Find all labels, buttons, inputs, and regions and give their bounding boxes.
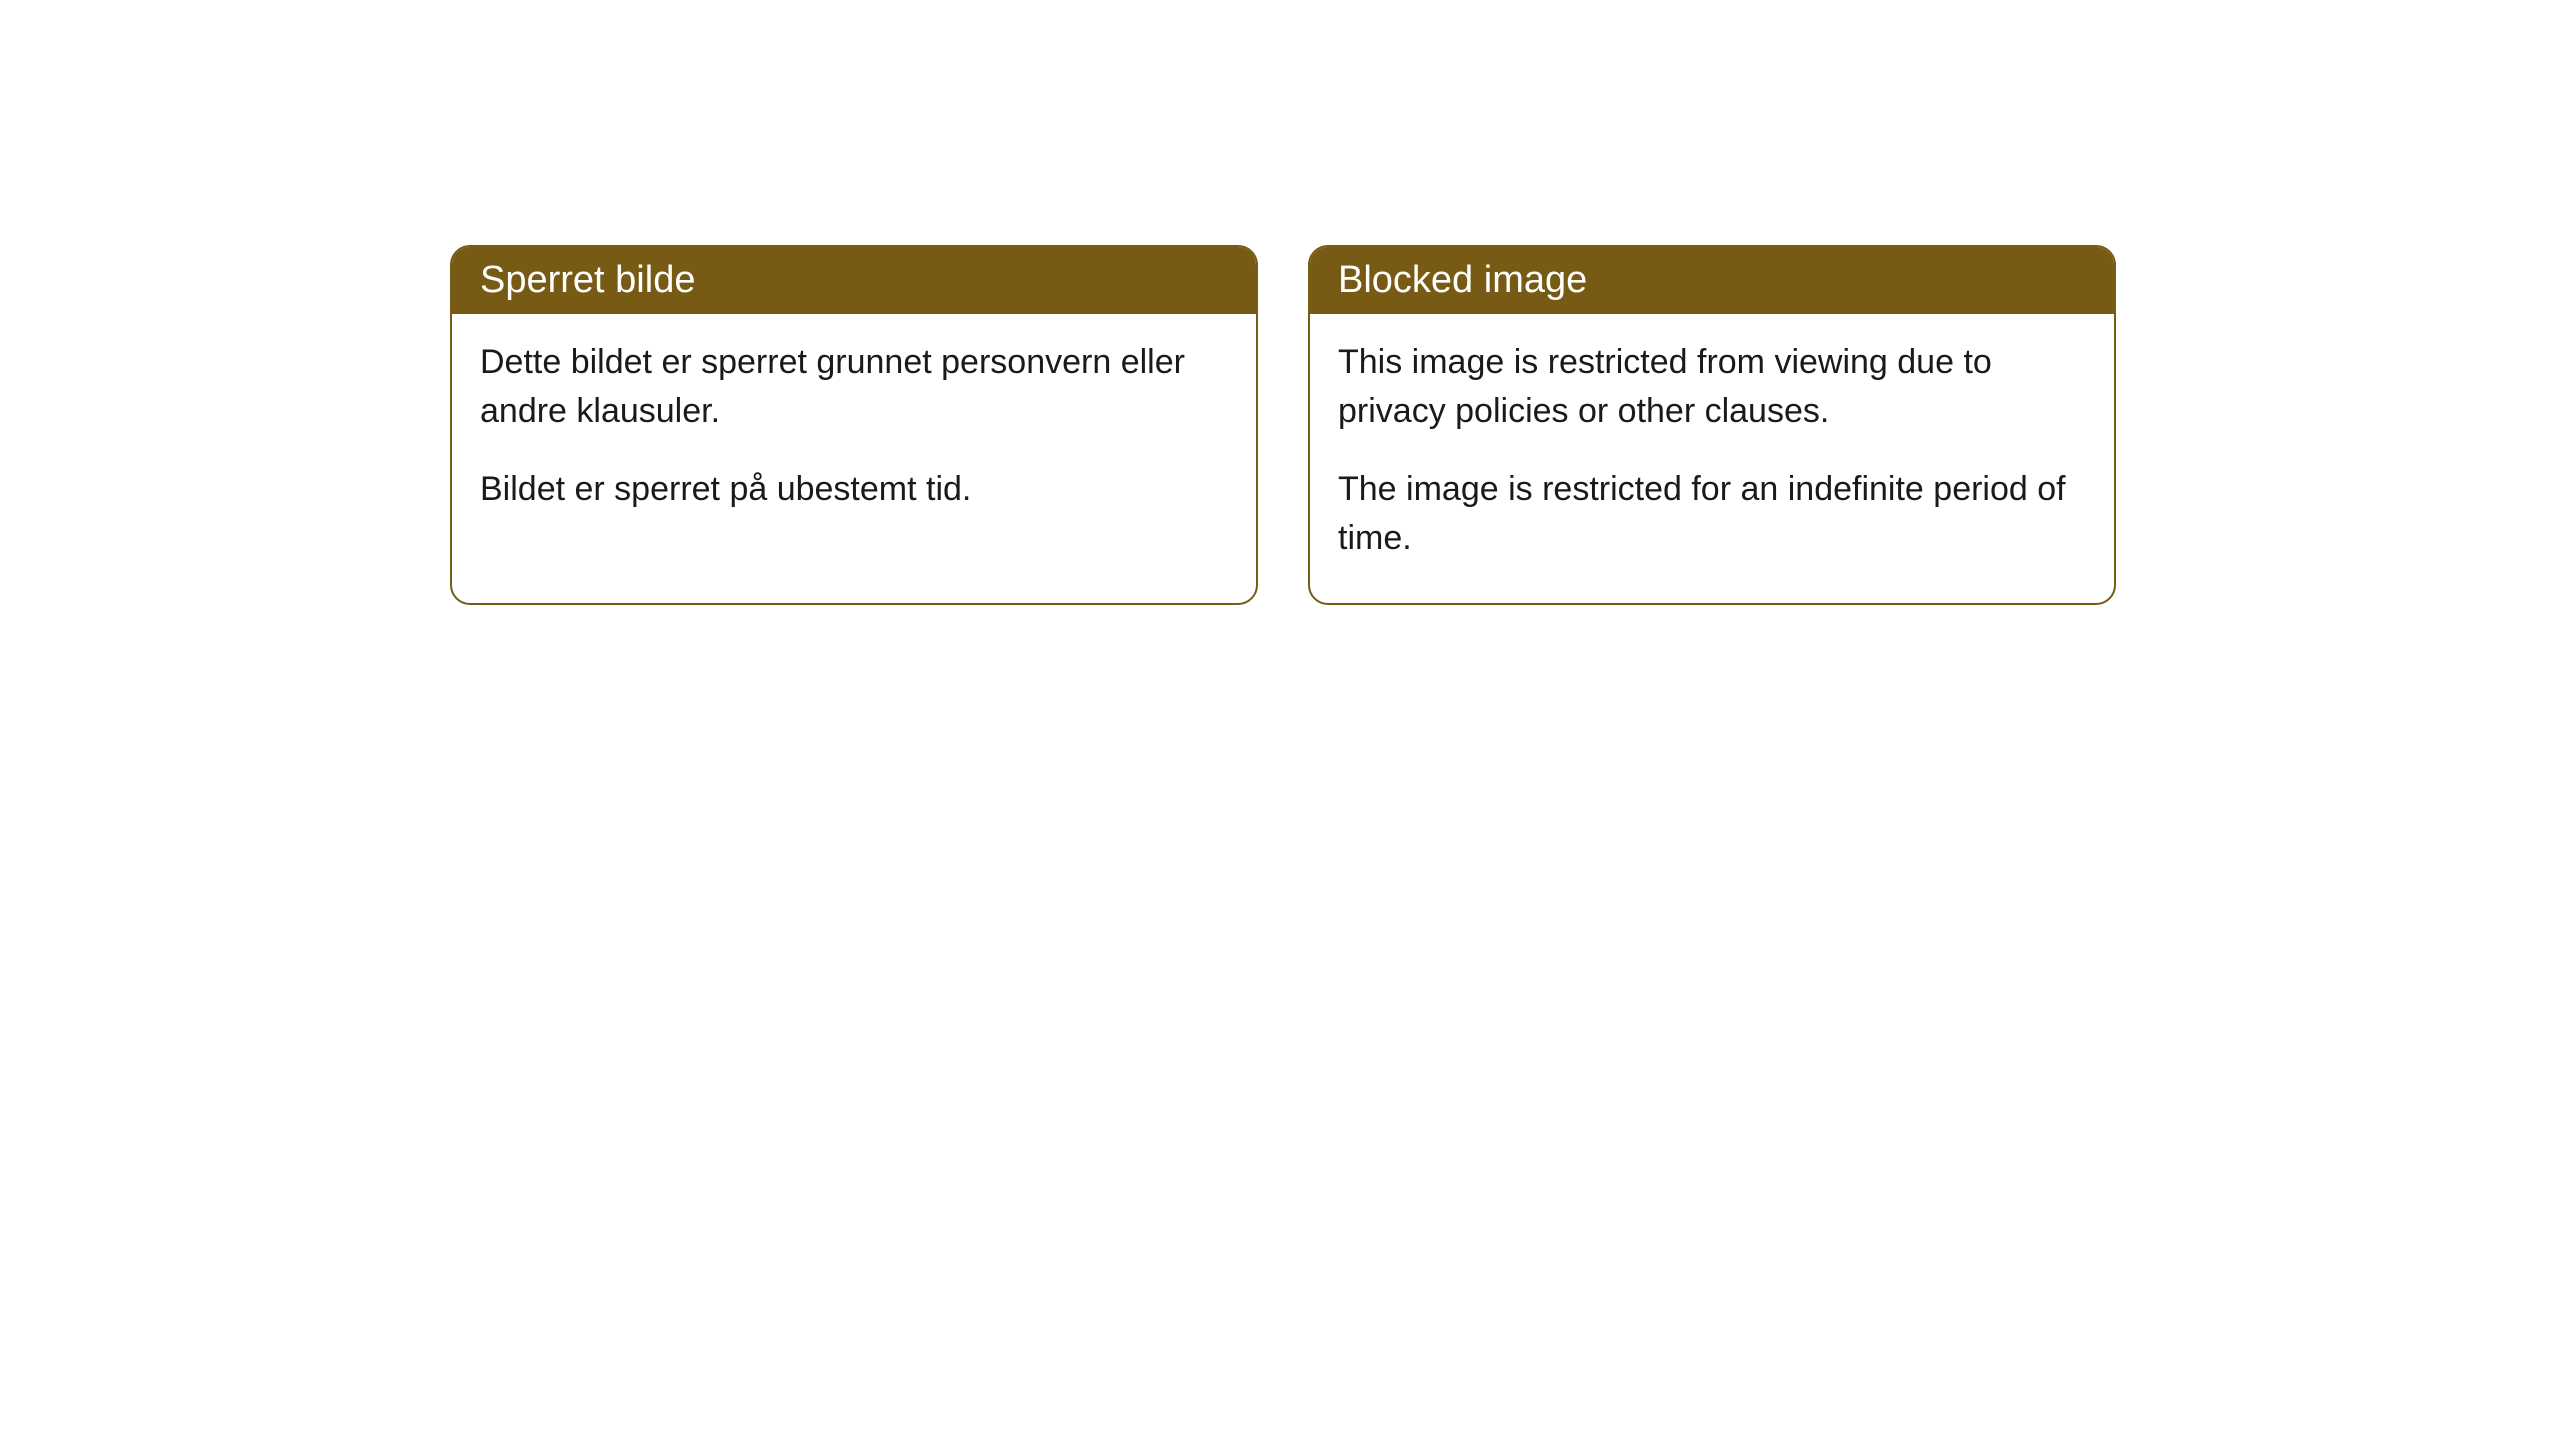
card-body-english: This image is restricted from viewing du… (1310, 314, 2114, 603)
card-title: Blocked image (1338, 259, 1587, 301)
card-header-english: Blocked image (1310, 247, 2114, 314)
card-paragraph: Dette bildet er sperret grunnet personve… (480, 338, 1228, 437)
card-header-norwegian: Sperret bilde (452, 247, 1256, 314)
card-body-norwegian: Dette bildet er sperret grunnet personve… (452, 314, 1256, 554)
card-norwegian: Sperret bilde Dette bildet er sperret gr… (450, 245, 1258, 605)
card-paragraph: This image is restricted from viewing du… (1338, 338, 2086, 437)
card-paragraph: Bildet er sperret på ubestemt tid. (480, 465, 1228, 514)
card-title: Sperret bilde (480, 259, 695, 301)
card-paragraph: The image is restricted for an indefinit… (1338, 465, 2086, 564)
card-english: Blocked image This image is restricted f… (1308, 245, 2116, 605)
cards-container: Sperret bilde Dette bildet er sperret gr… (450, 245, 2116, 605)
